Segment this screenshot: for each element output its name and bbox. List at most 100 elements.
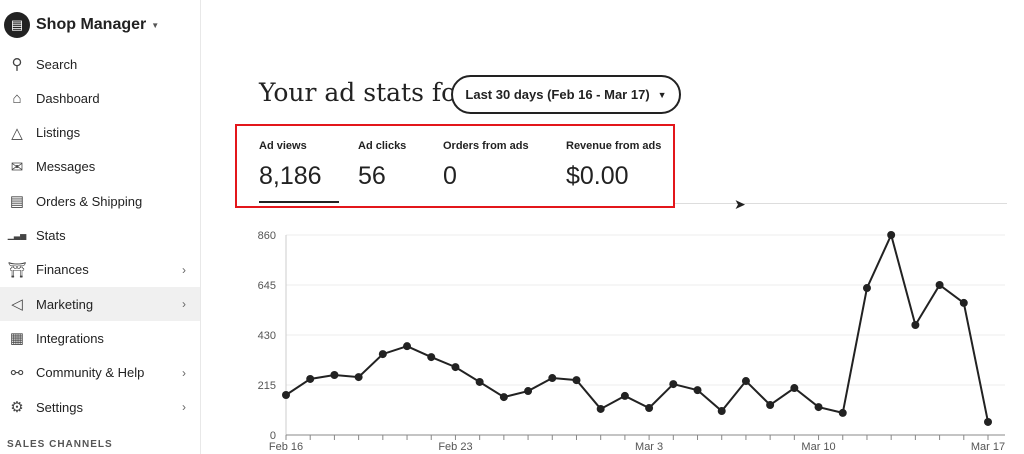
sidebar-item-finances[interactable]: ⛩ Finances › [0,253,200,287]
data-point [403,342,412,351]
data-point [645,404,654,413]
sidebar-item-label: Orders & Shipping [36,193,143,209]
x-tick-label: Mar 3 [635,441,663,453]
gear-icon: ⚙ [10,399,24,416]
data-point [475,377,484,386]
chevron-right-icon: › [182,262,186,277]
sidebar-item-search[interactable]: ⚲ Search [0,47,200,81]
search-icon: ⚲ [11,56,23,73]
data-point [887,231,896,239]
caret-down-icon: ▼ [151,20,160,30]
y-tick-label: 430 [258,330,276,342]
data-point [306,374,315,383]
bar-chart-icon: ▁▃▅ [7,231,27,240]
sidebar-item-label: Finances [36,262,89,278]
data-point [282,391,290,399]
data-point [935,281,944,289]
metric-value: 0 [443,162,457,190]
series-line [285,232,989,423]
data-point [524,387,533,396]
chevron-right-icon: › [182,400,186,414]
sidebar-item-stats[interactable]: ▁▃▅ Stats [0,219,200,253]
metric-label: Ad clicks [358,140,407,152]
sidebar-item-messages[interactable]: ✉ Messages [0,150,200,184]
people-icon: ⚯ [10,364,24,382]
data-point [499,393,508,402]
clipboard-icon: ▤ [9,193,25,211]
date-range-label: Last 30 days (Feb 16 - Mar 17) [465,87,650,102]
sidebar-item-orders-shipping[interactable]: ▤ Orders & Shipping [0,184,200,218]
sidebar-item-label: Listings [36,125,81,141]
sidebar-item-settings[interactable]: ⚙ Settings › [0,390,200,424]
megaphone-icon: ◁ [11,296,23,314]
sidebar-item-label: Integrations [36,330,104,346]
metric-ad-views[interactable]: Ad views 8,186 [259,140,322,191]
envelope-icon: ✉ [10,158,24,176]
chevron-right-icon: › [182,297,186,312]
metric-label: Ad views [259,140,307,152]
metric-label: Revenue from ads [566,140,662,152]
data-point [838,408,847,417]
home-icon: ⌂ [12,89,22,107]
data-point [427,353,436,362]
y-tick-label: 215 [258,380,276,392]
shop-logo-icon: ▤ [4,12,30,38]
sidebar-item-label: Dashboard [36,90,100,106]
data-point [984,417,992,426]
data-point [959,298,968,307]
shop-manager-menu[interactable]: ▤ Shop Manager ▼ [4,12,159,38]
sidebar: ▤ Shop Manager ▼ ⚲ Search ⌂ Dashboard △ Listi… [0,0,201,454]
caret-down-icon: ▼ [657,89,667,100]
data-point [862,284,871,293]
data-point [572,376,581,385]
bank-icon: ⛩ [7,261,27,279]
page-title: Your ad stats for [259,78,469,107]
sidebar-item-dashboard[interactable]: ⌂ Dashboard [0,81,200,115]
metric-label: Orders from ads [443,140,529,152]
x-tick-label: Feb 23 [438,441,472,453]
divider [675,203,1007,204]
x-tick-label: Mar 10 [801,441,835,453]
y-tick-label: 0 [270,430,276,442]
selected-metric-underline [259,201,339,203]
data-point [814,403,823,412]
data-point [693,386,702,395]
sidebar-item-community-help[interactable]: ⚯ Community & Help › [0,356,200,390]
metric-ad-clicks[interactable]: Ad clicks 56 [358,140,406,191]
data-point [717,407,726,416]
x-tick-label: Mar 17 [971,441,1005,453]
metric-value: $0.00 [566,162,629,190]
data-point [378,350,387,359]
sidebar-item-label: Search [36,56,78,72]
date-range-dropdown[interactable]: Last 30 days (Feb 16 - Mar 17) ▼ [451,75,681,114]
sales-channels-heading: SALES CHANNELS [7,439,113,450]
metric-value: 56 [358,162,386,190]
sidebar-item-label: Stats [36,228,66,243]
data-point [596,404,605,413]
x-tick-label: Feb 16 [269,441,303,453]
main-content: Your ad stats for Last 30 days (Feb 16 -… [201,0,1024,454]
data-point [620,391,629,400]
shop-manager-title: Shop Manager [36,16,147,33]
sidebar-item-label: Messages [36,159,96,175]
data-point [451,363,460,372]
metric-revenue[interactable]: Revenue from ads $0.00 [566,140,661,191]
metrics-highlight-box [235,124,675,208]
sidebar-item-label: Settings [36,399,83,415]
sidebar-item-integrations[interactable]: ▦ Integrations [0,321,200,355]
chevron-right-icon: › [182,365,186,380]
sidebar-item-marketing[interactable]: ◁ Marketing › [0,287,200,322]
metric-orders[interactable]: Orders from ads 0 [443,140,529,191]
shapes-icon: △ [11,124,23,142]
y-tick-label: 645 [258,280,276,292]
data-point [669,380,678,389]
data-point [330,371,339,379]
data-point [911,321,920,329]
metric-value: 8,186 [259,162,322,190]
data-point [766,401,775,409]
mouse-cursor-icon: ➤ [734,196,746,212]
sidebar-item-listings[interactable]: △ Listings [0,116,200,150]
data-point [548,374,557,383]
grid-icon: ▦ [9,330,25,348]
